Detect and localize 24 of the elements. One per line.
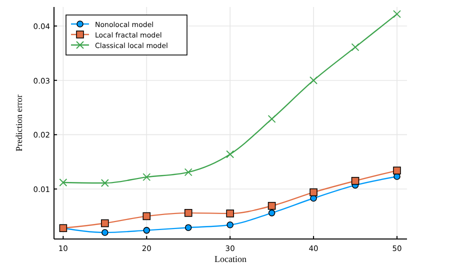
point: [268, 202, 276, 210]
point: [351, 176, 360, 185]
x-axis-title: Location: [214, 254, 247, 264]
point: [226, 210, 234, 218]
point: [310, 76, 318, 84]
y-axis-title: Prediction error: [14, 94, 24, 152]
point: [226, 150, 234, 158]
point: [393, 166, 401, 174]
point: [101, 219, 109, 228]
point: [226, 221, 234, 228]
point: [184, 168, 192, 176]
point: [142, 212, 151, 220]
point: [351, 43, 360, 52]
point: [268, 114, 276, 123]
point: [143, 226, 150, 234]
point: [102, 229, 108, 236]
point: [100, 179, 109, 188]
point: [392, 10, 401, 18]
point: [184, 209, 192, 217]
point: [59, 178, 68, 186]
point: [268, 210, 276, 216]
point: [310, 188, 318, 196]
point: [142, 173, 151, 182]
point: [184, 224, 192, 231]
